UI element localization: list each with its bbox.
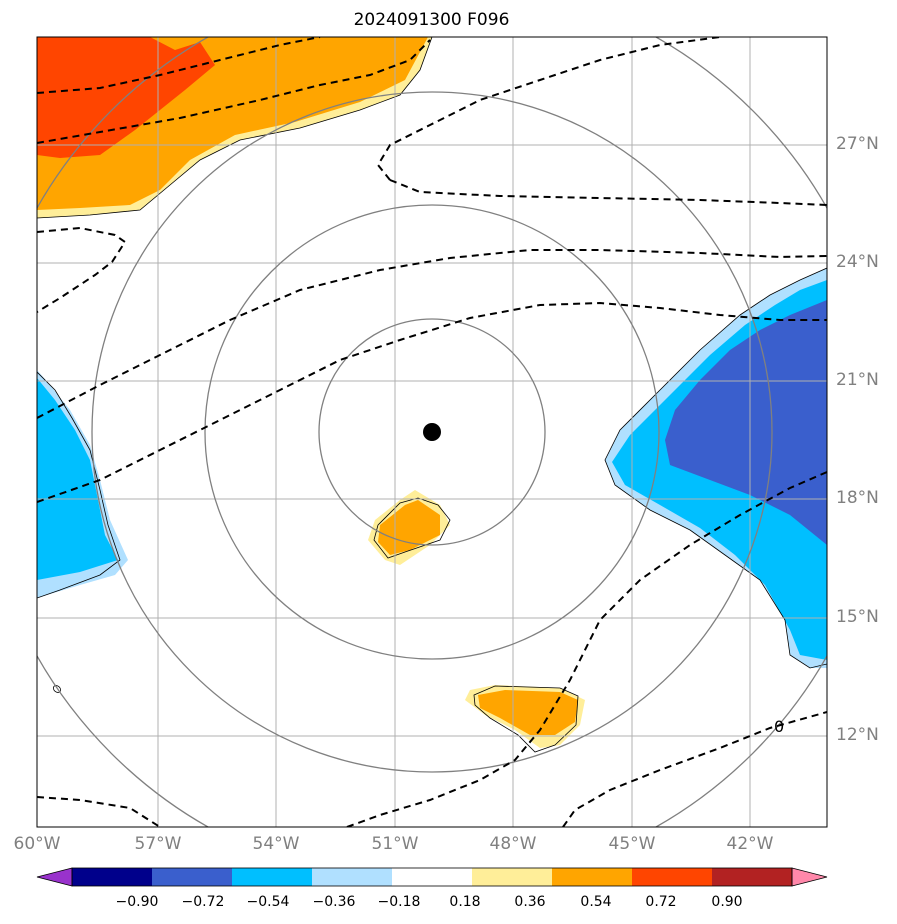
- lon-label-60: 60°W: [13, 834, 61, 854]
- colorbar-cell: [632, 868, 713, 886]
- colorbar-cell: [72, 868, 153, 886]
- colorbar-extend-high: [791, 867, 828, 887]
- lat-label-15: 15°N: [836, 607, 879, 627]
- storm-center-dot: [423, 423, 441, 441]
- map-frame: [36, 36, 828, 828]
- zero-contour-label: 0: [774, 717, 784, 736]
- lon-label-42: 42°W: [726, 834, 774, 854]
- lon-label-45: 45°W: [608, 834, 656, 854]
- colorbar-tick: 0.54: [580, 894, 612, 910]
- colorbar-cell: [152, 868, 233, 886]
- colorbar-tick: 0.36: [514, 894, 546, 910]
- positive-anomaly-center-mid: [378, 500, 440, 555]
- lon-label-51: 51°W: [371, 834, 419, 854]
- lat-label-12: 12°N: [836, 725, 879, 745]
- colorbar-tick: −0.90: [115, 894, 159, 910]
- colorbar-extend-low: [36, 867, 73, 887]
- colorbar-tick: −0.18: [377, 894, 421, 910]
- range-rings: [37, 37, 827, 827]
- lat-label-18: 18°N: [836, 488, 879, 508]
- colorbar-tick: −0.54: [246, 894, 290, 910]
- colorbar-tick: 0.72: [645, 894, 677, 910]
- negative-anomaly-west-mid: [37, 378, 118, 580]
- lat-label-21: 21°N: [836, 370, 879, 390]
- lat-label-27: 27°N: [836, 134, 879, 154]
- colorbar-frame: [71, 867, 793, 887]
- dashed-contours: [37, 37, 827, 827]
- lon-label-48: 48°W: [489, 834, 537, 854]
- lat-label-24: 24°N: [836, 252, 879, 272]
- positive-anomaly-nw-high: [37, 37, 215, 158]
- colorbar-cell: [472, 868, 553, 886]
- map-plot: 0: [36, 36, 828, 828]
- lon-label-57: 57°W: [134, 834, 182, 854]
- colorbar-cell: [312, 868, 393, 886]
- negative-anomaly-east-high: [665, 300, 827, 545]
- map-grid: [37, 37, 827, 827]
- colorbar-cell: [552, 868, 633, 886]
- colorbar-tick: 0.18: [449, 894, 481, 910]
- colorbar-tick: −0.72: [181, 894, 225, 910]
- lon-label-54: 54°W: [252, 834, 300, 854]
- colorbar-tick: 0.90: [711, 894, 743, 910]
- positive-anomaly-south-mid: [478, 690, 578, 735]
- colorbar-cell: [392, 868, 473, 886]
- colorbar-cell: [712, 868, 793, 886]
- colorbar-tick: −0.36: [312, 894, 356, 910]
- colorbar-cell: [232, 868, 313, 886]
- map-title: 2024091300 F096: [353, 10, 510, 30]
